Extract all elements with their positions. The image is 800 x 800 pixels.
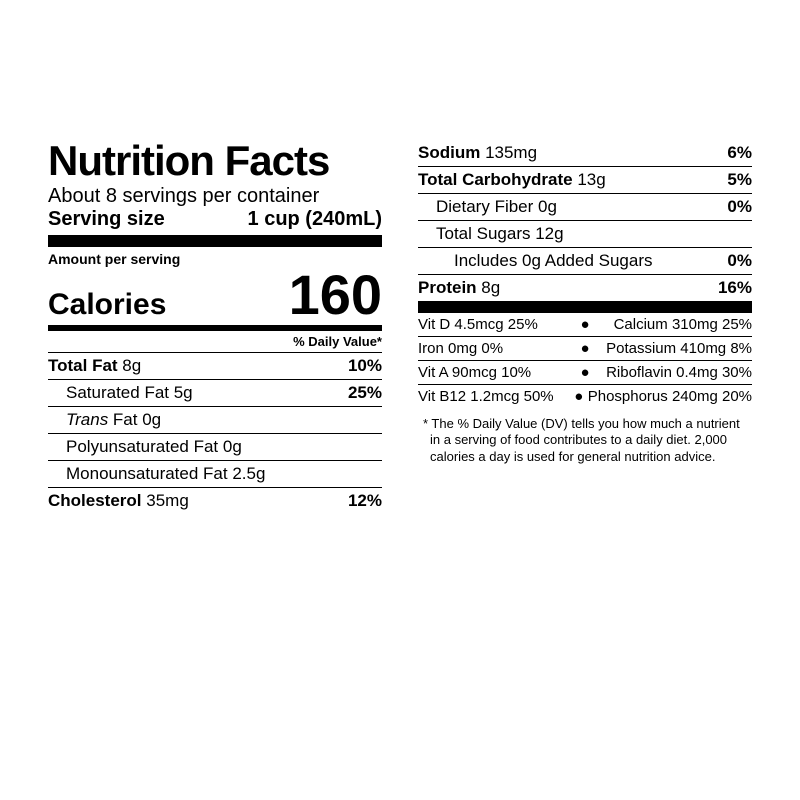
- panel-title: Nutrition Facts: [48, 140, 382, 182]
- micro-left: Vit A 90mcg 10%: [418, 364, 576, 381]
- nutrient-row: Total Sugars 12g: [418, 221, 752, 248]
- micro-right: Potassium 410mg 8%: [594, 340, 752, 357]
- nutrient-name: Monounsaturated Fat 2.5g: [48, 464, 265, 484]
- nutrient-name: Polyunsaturated Fat 0g: [48, 437, 242, 457]
- nutrient-name: Sodium 135mg: [418, 143, 537, 163]
- servings-per-container: About 8 servings per container: [48, 184, 382, 208]
- micro-left: Iron 0mg 0%: [418, 340, 576, 357]
- bullet-icon: ●: [576, 364, 594, 381]
- micro-right: Calcium 310mg 25%: [594, 316, 752, 333]
- nutrient-dv: 6%: [727, 143, 752, 163]
- nutrient-name: Trans Fat 0g: [48, 410, 161, 430]
- micro-right: Phosphorus 240mg 20%: [588, 388, 752, 405]
- nutrient-dv: 0%: [727, 251, 752, 271]
- calories-row: Calories 160: [48, 267, 382, 331]
- nutrient-dv: 0%: [727, 197, 752, 217]
- nutrient-row: Includes 0g Added Sugars 0%: [418, 248, 752, 275]
- micronutrient-row: Vit D 4.5mcg 25%●Calcium 310mg 25%: [418, 313, 752, 337]
- nutrient-row: Protein 8g 16%: [418, 275, 752, 313]
- bullet-icon: ●: [576, 340, 594, 357]
- right-column: Sodium 135mg 6% Total Carbohydrate 13g 5% Di…: [418, 140, 752, 514]
- right-nutrient-list: Sodium 135mg 6% Total Carbohydrate 13g 5% Di…: [418, 140, 752, 313]
- nutrient-row: Trans Fat 0g: [48, 407, 382, 434]
- nutrient-row: Polyunsaturated Fat 0g: [48, 434, 382, 461]
- calories-value: 160: [289, 267, 382, 323]
- nutrient-name: Protein 8g: [418, 278, 500, 298]
- micro-left: Vit D 4.5mcg 25%: [418, 316, 576, 333]
- nutrient-dv: 12%: [348, 491, 382, 511]
- nutrient-name: Total Sugars 12g: [418, 224, 564, 244]
- micronutrient-row: Vit B12 1.2mcg 50%●Phosphorus 240mg 20%: [418, 385, 752, 408]
- micronutrient-row: Vit A 90mcg 10%●Riboflavin 0.4mg 30%: [418, 361, 752, 385]
- nutrient-name: Dietary Fiber 0g: [418, 197, 557, 217]
- nutrient-name: Total Fat 8g: [48, 356, 141, 376]
- nutrient-dv: 16%: [718, 278, 752, 298]
- nutrient-name: Saturated Fat 5g: [48, 383, 193, 403]
- left-nutrient-list: Total Fat 8g 10% Saturated Fat 5g 25% Trans …: [48, 353, 382, 514]
- nutrient-dv: 10%: [348, 356, 382, 376]
- dv-footnote: * The % Daily Value (DV) tells you how m…: [418, 408, 752, 465]
- dv-header-left: % Daily Value*: [48, 331, 382, 353]
- micro-right: Riboflavin 0.4mg 30%: [594, 364, 752, 381]
- serving-size-label: Serving size: [48, 208, 165, 231]
- nutrition-facts-panel: Nutrition Facts About 8 servings per con…: [48, 140, 752, 514]
- nutrient-row: Saturated Fat 5g 25%: [48, 380, 382, 407]
- bullet-icon: ●: [576, 316, 594, 333]
- nutrient-name: Total Carbohydrate 13g: [418, 170, 606, 190]
- nutrient-row: Dietary Fiber 0g 0%: [418, 194, 752, 221]
- nutrient-name: Cholesterol 35mg: [48, 491, 189, 511]
- nutrient-row: Sodium 135mg 6%: [418, 140, 752, 167]
- calories-label: Calories: [48, 288, 166, 322]
- left-column: Nutrition Facts About 8 servings per con…: [48, 140, 382, 514]
- nutrient-row: Monounsaturated Fat 2.5g: [48, 461, 382, 488]
- serving-size-value: 1 cup (240mL): [248, 208, 382, 231]
- bullet-icon: ●: [570, 388, 588, 405]
- nutrient-name: Includes 0g Added Sugars: [418, 251, 652, 271]
- nutrient-row: Total Fat 8g 10%: [48, 353, 382, 380]
- nutrient-dv: 25%: [348, 383, 382, 403]
- micronutrient-row: Iron 0mg 0%●Potassium 410mg 8%: [418, 337, 752, 361]
- nutrient-row: Total Carbohydrate 13g 5%: [418, 167, 752, 194]
- serving-size-row: Serving size 1 cup (240mL): [48, 208, 382, 247]
- micronutrient-grid: Vit D 4.5mcg 25%●Calcium 310mg 25%Iron 0…: [418, 313, 752, 408]
- nutrient-dv: 5%: [727, 170, 752, 190]
- micro-left: Vit B12 1.2mcg 50%: [418, 388, 570, 405]
- nutrient-row: Cholesterol 35mg 12%: [48, 488, 382, 514]
